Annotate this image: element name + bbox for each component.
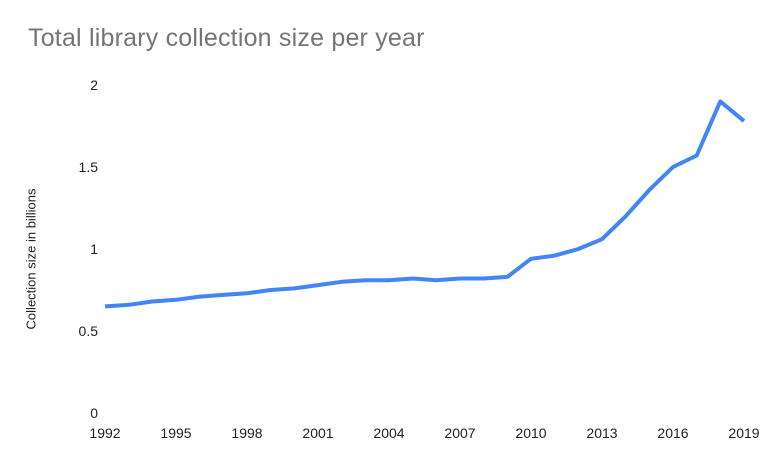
y-tick-label: 0.5: [78, 323, 98, 339]
x-tick-label: 2004: [373, 425, 405, 441]
x-tick-label: 1998: [231, 425, 263, 441]
x-tick-label: 2013: [586, 425, 618, 441]
x-tick-label: 2019: [728, 425, 760, 441]
x-tick-label: 2010: [515, 425, 547, 441]
y-tick-label: 1: [90, 241, 98, 257]
x-tick-label: 2016: [657, 425, 689, 441]
x-tick-label: 1992: [89, 425, 121, 441]
x-tick-label: 1995: [160, 425, 192, 441]
y-tick-label: 2: [90, 77, 98, 93]
x-tick-label: 2007: [444, 425, 476, 441]
y-tick-label: 1.5: [78, 159, 98, 175]
chart-title: Total library collection size per year: [28, 24, 425, 52]
y-tick-label: 0: [90, 405, 98, 421]
data-series-line: [104, 99, 746, 309]
x-tick-label: 2001: [302, 425, 334, 441]
